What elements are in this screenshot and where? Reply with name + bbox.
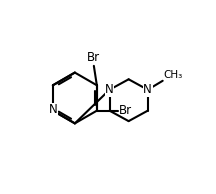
- Text: N: N: [143, 83, 152, 96]
- Text: Br: Br: [87, 51, 100, 64]
- Text: Br: Br: [119, 104, 132, 117]
- Text: N: N: [48, 103, 57, 116]
- Text: N: N: [105, 83, 114, 96]
- Text: CH₃: CH₃: [164, 70, 183, 80]
